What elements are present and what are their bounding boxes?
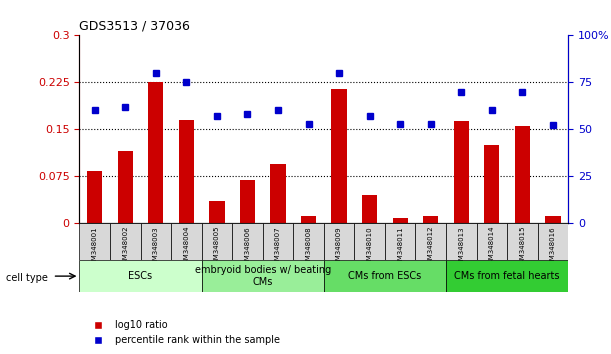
Text: cell type: cell type bbox=[6, 273, 48, 283]
FancyBboxPatch shape bbox=[538, 223, 568, 260]
FancyBboxPatch shape bbox=[507, 223, 538, 260]
FancyBboxPatch shape bbox=[79, 223, 110, 260]
Bar bbox=[179, 120, 194, 223]
FancyBboxPatch shape bbox=[415, 223, 446, 260]
Text: GSM348002: GSM348002 bbox=[122, 226, 128, 268]
Text: GDS3513 / 37036: GDS3513 / 37036 bbox=[79, 20, 190, 33]
Text: CMs from ESCs: CMs from ESCs bbox=[348, 271, 422, 281]
FancyBboxPatch shape bbox=[293, 223, 324, 260]
FancyBboxPatch shape bbox=[79, 260, 202, 292]
Text: GSM348012: GSM348012 bbox=[428, 226, 434, 268]
Text: GSM348015: GSM348015 bbox=[519, 226, 525, 268]
FancyBboxPatch shape bbox=[477, 223, 507, 260]
Text: GSM348006: GSM348006 bbox=[244, 226, 251, 269]
FancyBboxPatch shape bbox=[385, 223, 415, 260]
Text: GSM348005: GSM348005 bbox=[214, 226, 220, 268]
Bar bbox=[209, 201, 225, 223]
FancyBboxPatch shape bbox=[263, 223, 293, 260]
Bar bbox=[301, 216, 316, 223]
Bar bbox=[270, 164, 285, 223]
Text: ESCs: ESCs bbox=[128, 271, 153, 281]
Bar bbox=[118, 151, 133, 223]
Bar bbox=[515, 126, 530, 223]
FancyBboxPatch shape bbox=[446, 223, 477, 260]
Text: GSM348016: GSM348016 bbox=[550, 226, 556, 269]
FancyBboxPatch shape bbox=[324, 260, 446, 292]
FancyBboxPatch shape bbox=[354, 223, 385, 260]
Text: CMs from fetal hearts: CMs from fetal hearts bbox=[455, 271, 560, 281]
FancyBboxPatch shape bbox=[202, 223, 232, 260]
Text: GSM348010: GSM348010 bbox=[367, 226, 373, 269]
Text: GSM348001: GSM348001 bbox=[92, 226, 98, 269]
Legend: log10 ratio, percentile rank within the sample: log10 ratio, percentile rank within the … bbox=[84, 316, 284, 349]
Text: GSM348011: GSM348011 bbox=[397, 226, 403, 269]
FancyBboxPatch shape bbox=[202, 260, 324, 292]
FancyBboxPatch shape bbox=[141, 223, 171, 260]
Bar bbox=[362, 195, 378, 223]
Bar bbox=[484, 145, 500, 223]
Text: GSM348008: GSM348008 bbox=[306, 226, 312, 269]
Text: GSM348014: GSM348014 bbox=[489, 226, 495, 268]
Bar bbox=[148, 82, 164, 223]
Text: GSM348013: GSM348013 bbox=[458, 226, 464, 269]
Text: GSM348004: GSM348004 bbox=[183, 226, 189, 268]
FancyBboxPatch shape bbox=[446, 260, 568, 292]
Text: GSM348003: GSM348003 bbox=[153, 226, 159, 269]
Bar bbox=[87, 171, 103, 223]
Bar bbox=[332, 88, 347, 223]
Text: embryoid bodies w/ beating
CMs: embryoid bodies w/ beating CMs bbox=[195, 265, 331, 287]
Bar bbox=[423, 216, 439, 223]
Text: GSM348009: GSM348009 bbox=[336, 226, 342, 269]
Bar bbox=[240, 181, 255, 223]
FancyBboxPatch shape bbox=[232, 223, 263, 260]
FancyBboxPatch shape bbox=[171, 223, 202, 260]
FancyBboxPatch shape bbox=[324, 223, 354, 260]
Bar bbox=[453, 121, 469, 223]
Text: GSM348007: GSM348007 bbox=[275, 226, 281, 269]
Bar bbox=[393, 218, 408, 223]
FancyBboxPatch shape bbox=[110, 223, 141, 260]
Bar bbox=[546, 216, 561, 223]
